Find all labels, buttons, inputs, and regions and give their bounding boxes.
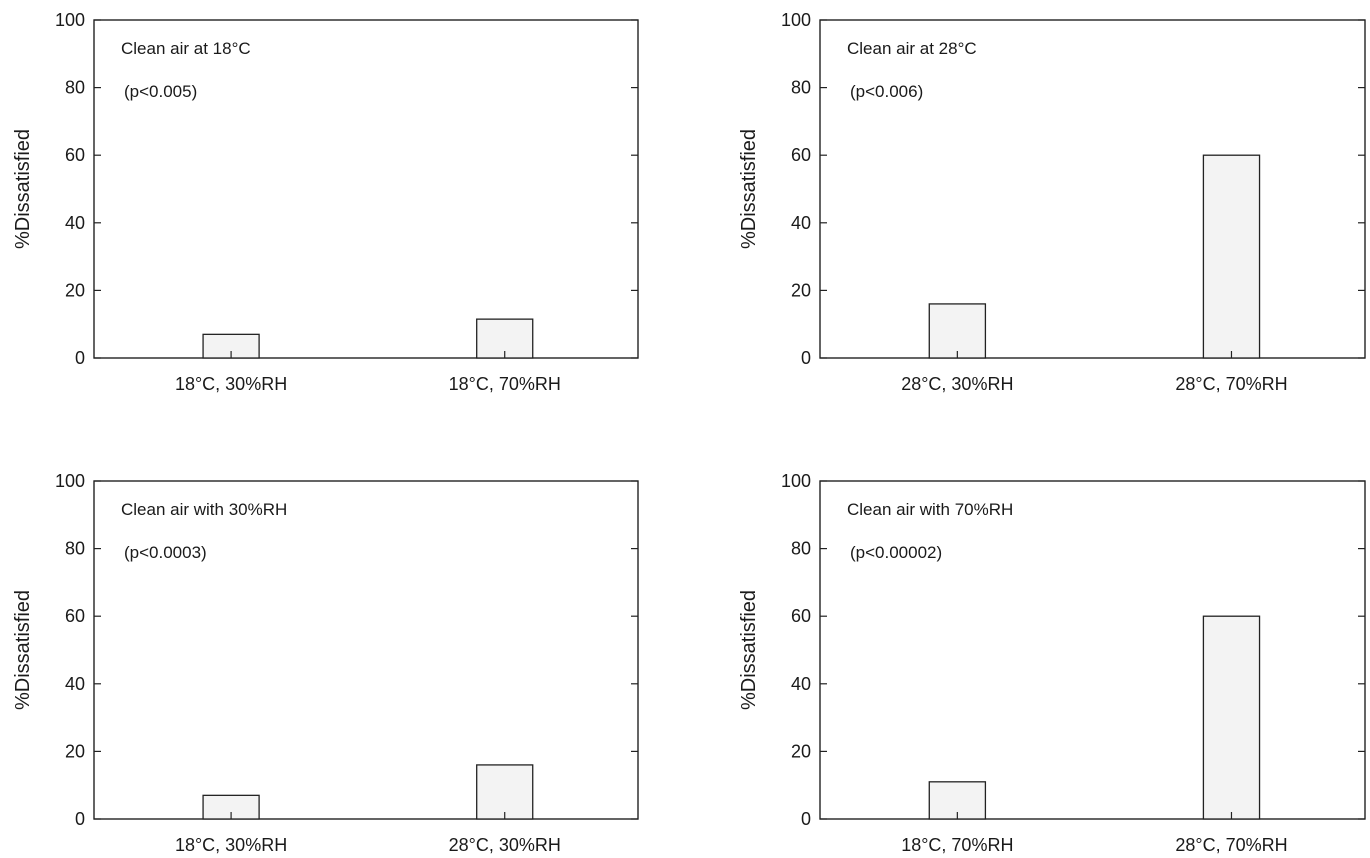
x-category-label: 28°C, 70%RH	[1175, 835, 1287, 855]
bar-2	[1202, 154, 1261, 359]
y-tick-label: 0	[75, 809, 85, 829]
y-tick-label: 0	[801, 348, 811, 368]
y-tick-label: 20	[65, 280, 85, 300]
bar-1	[928, 303, 987, 359]
panel-annotation: Clean air at 28°C	[847, 39, 977, 58]
plot-frame	[819, 480, 1366, 820]
y-tick-label: 40	[65, 213, 85, 233]
y-tick-label: 80	[791, 78, 811, 98]
chart-panel-2: 0 20 40 60 80 100 %Dissatisfied Clean air at 28…	[738, 10, 1366, 394]
panel-annotation: Clean air at 18°C	[121, 39, 251, 58]
y-tick-label: 100	[55, 10, 85, 30]
x-category-label: 18°C, 30%RH	[175, 374, 287, 394]
y-axis-title: %Dissatisfied	[738, 590, 760, 710]
p-value-label: (p<0.005)	[124, 82, 197, 101]
y-tick-label: 100	[781, 471, 811, 491]
chart-panel-3: 0 20 40 60 80 100 %Dissatisfied Clean air with …	[12, 471, 639, 855]
y-tick-label: 20	[65, 741, 85, 761]
y-tick-label: 20	[791, 280, 811, 300]
y-tick-label: 60	[791, 606, 811, 626]
panel-annotation: Clean air with 30%RH	[121, 500, 287, 519]
y-tick-label: 60	[791, 145, 811, 165]
plot-frame	[93, 19, 639, 359]
y-tick-label: 100	[55, 471, 85, 491]
y-tick-label: 80	[65, 539, 85, 559]
y-tick-label: 40	[791, 213, 811, 233]
y-tick-label: 0	[75, 348, 85, 368]
y-tick-label: 0	[801, 809, 811, 829]
panel-annotation: Clean air with 70%RH	[847, 500, 1013, 519]
y-axis-title: %Dissatisfied	[738, 129, 760, 249]
bar-2	[476, 764, 534, 820]
chart-panel-4: 0 20 40 60 80 100 %Dissatisfied Clean air with …	[738, 471, 1366, 855]
x-category-label: 28°C, 30%RH	[901, 374, 1013, 394]
y-tick-label: 60	[65, 606, 85, 626]
plot-frame	[819, 19, 1366, 359]
x-category-label: 28°C, 70%RH	[1175, 374, 1287, 394]
x-category-label: 28°C, 30%RH	[449, 835, 561, 855]
bar-2	[1202, 615, 1261, 820]
p-value-label: (p<0.006)	[850, 82, 923, 101]
y-tick-label: 100	[781, 10, 811, 30]
x-category-label: 18°C, 30%RH	[175, 835, 287, 855]
x-category-label: 18°C, 70%RH	[449, 374, 561, 394]
p-value-label: (p<0.0003)	[124, 543, 207, 562]
y-tick-label: 20	[791, 741, 811, 761]
y-tick-label: 80	[791, 539, 811, 559]
chart-panel-1: 0 20 40 60 80 100 %Dissatisfied Clean air at 18…	[12, 10, 639, 394]
x-category-label: 18°C, 70%RH	[901, 835, 1013, 855]
y-axis-title: %Dissatisfied	[12, 590, 34, 710]
y-tick-label: 40	[791, 674, 811, 694]
p-value-label: (p<0.00002)	[850, 543, 942, 562]
y-axis-title: %Dissatisfied	[12, 129, 34, 249]
y-tick-label: 40	[65, 674, 85, 694]
plot-frame	[93, 480, 639, 820]
y-tick-label: 80	[65, 78, 85, 98]
y-tick-label: 60	[65, 145, 85, 165]
